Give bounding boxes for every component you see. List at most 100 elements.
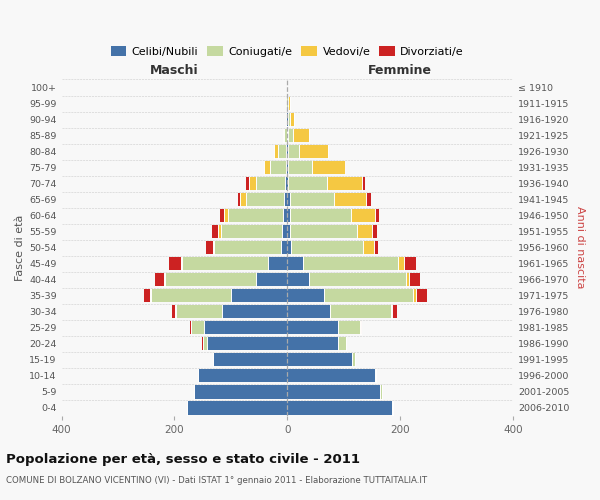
Legend: Celibi/Nubili, Coniugati/e, Vedovi/e, Divorziati/e: Celibi/Nubili, Coniugati/e, Vedovi/e, Di… <box>106 42 469 61</box>
Bar <box>287 338 347 350</box>
Bar <box>284 193 287 206</box>
Bar <box>285 177 287 190</box>
Bar <box>256 273 287 286</box>
Bar <box>287 145 328 158</box>
Bar <box>287 129 309 142</box>
Bar <box>287 402 393 414</box>
Bar <box>182 257 287 270</box>
Bar <box>287 161 345 174</box>
Bar <box>287 289 413 302</box>
Text: COMUNE DI BOLZANO VICENTINO (VI) - Dati ISTAT 1° gennaio 2011 - Elaborazione TUT: COMUNE DI BOLZANO VICENTINO (VI) - Dati … <box>6 476 427 485</box>
Bar <box>283 209 287 222</box>
Bar <box>287 241 291 254</box>
Bar <box>286 145 287 158</box>
Bar <box>151 289 287 302</box>
Bar <box>287 306 391 318</box>
Bar <box>223 306 287 318</box>
Bar <box>187 402 287 414</box>
Bar <box>206 241 287 254</box>
Bar <box>287 370 376 382</box>
Bar <box>187 402 287 414</box>
Bar <box>249 177 287 190</box>
Bar <box>287 402 393 414</box>
Bar <box>278 145 287 158</box>
Bar <box>284 129 287 142</box>
Bar <box>176 306 287 318</box>
Bar <box>198 370 287 382</box>
Bar <box>268 257 287 270</box>
Bar <box>203 338 287 350</box>
Bar <box>212 225 287 238</box>
Bar <box>165 273 287 286</box>
Bar <box>287 370 376 382</box>
Bar <box>287 370 375 382</box>
Bar <box>281 241 287 254</box>
Bar <box>204 322 287 334</box>
Bar <box>287 193 371 206</box>
Bar <box>287 289 324 302</box>
Bar <box>287 273 406 286</box>
Bar <box>149 289 287 302</box>
Bar <box>286 113 287 126</box>
Bar <box>181 257 287 270</box>
Bar <box>286 113 287 126</box>
Bar <box>287 129 289 142</box>
Bar <box>287 370 376 382</box>
Bar <box>287 113 293 126</box>
Bar <box>228 209 287 222</box>
Bar <box>263 161 287 174</box>
Bar <box>172 306 287 318</box>
Bar <box>287 193 366 206</box>
Bar <box>287 209 351 222</box>
Bar <box>191 322 287 334</box>
Bar <box>287 225 290 238</box>
Bar <box>191 322 287 334</box>
Bar <box>287 113 293 126</box>
Bar <box>287 322 359 334</box>
Bar <box>164 273 287 286</box>
Bar <box>287 402 392 414</box>
Bar <box>287 177 365 190</box>
Bar <box>221 225 287 238</box>
Bar <box>203 338 287 350</box>
Bar <box>287 386 382 398</box>
Bar <box>287 145 299 158</box>
Bar <box>287 257 303 270</box>
Bar <box>287 241 378 254</box>
Bar <box>287 225 377 238</box>
Bar <box>287 209 379 222</box>
Bar <box>287 145 328 158</box>
Bar <box>198 370 287 382</box>
Bar <box>287 209 290 222</box>
Bar <box>287 338 346 350</box>
Bar <box>218 225 287 238</box>
Bar <box>287 402 393 414</box>
Bar <box>287 386 380 398</box>
Bar <box>263 161 287 174</box>
Bar <box>287 338 346 350</box>
Bar <box>287 354 355 366</box>
Bar <box>169 257 287 270</box>
Bar <box>287 193 334 206</box>
Bar <box>287 97 289 110</box>
Bar <box>224 209 287 222</box>
Bar <box>287 338 338 350</box>
Bar <box>287 177 327 190</box>
Bar <box>287 161 312 174</box>
Bar <box>287 273 420 286</box>
Bar <box>287 177 362 190</box>
Bar <box>194 386 287 398</box>
Text: Maschi: Maschi <box>150 64 199 77</box>
Bar <box>213 354 287 366</box>
Bar <box>194 386 287 398</box>
Bar <box>274 145 287 158</box>
Bar <box>286 161 287 174</box>
Bar <box>198 370 287 382</box>
Bar <box>214 241 287 254</box>
Bar <box>287 241 364 254</box>
Bar <box>144 289 287 302</box>
Bar <box>287 306 397 318</box>
Bar <box>187 402 287 414</box>
Y-axis label: Fasce di età: Fasce di età <box>15 214 25 281</box>
Bar <box>213 354 287 366</box>
